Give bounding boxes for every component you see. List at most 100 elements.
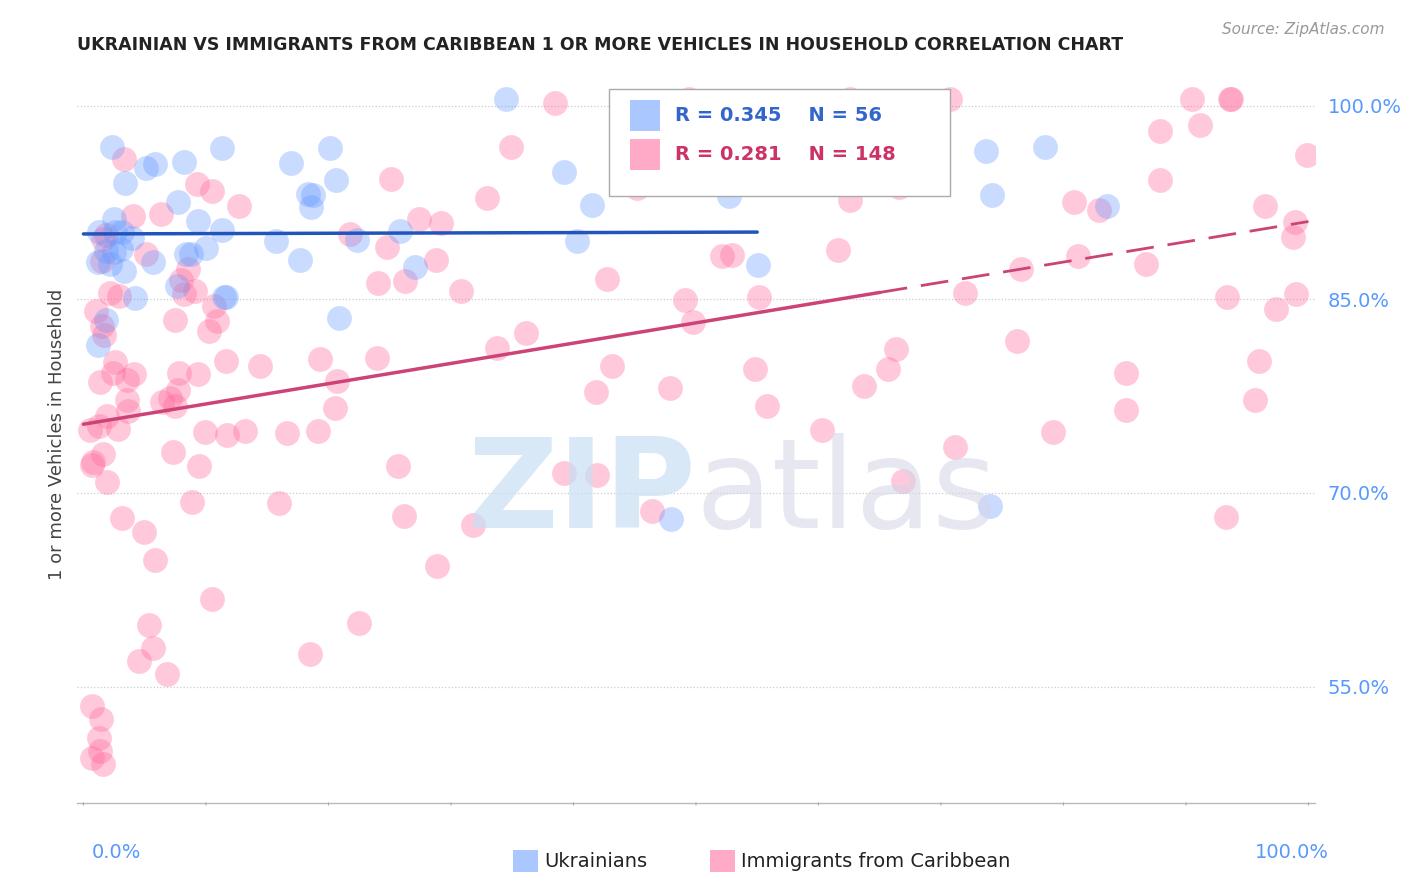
Point <box>553 467 575 481</box>
Point <box>267 496 290 510</box>
Point <box>748 290 770 304</box>
Point <box>173 286 195 301</box>
Point <box>408 212 430 227</box>
Point <box>1066 249 1088 263</box>
Point <box>124 291 146 305</box>
Point <box>84 304 107 318</box>
Point <box>1282 230 1305 244</box>
Point <box>346 233 368 247</box>
Point <box>87 338 110 352</box>
Point <box>1010 261 1032 276</box>
Point <box>104 225 127 239</box>
Point <box>430 215 453 229</box>
Point <box>877 362 900 376</box>
Point <box>96 228 118 243</box>
Point <box>581 198 603 212</box>
Point <box>787 126 810 140</box>
Point <box>955 286 977 301</box>
Point <box>839 193 862 207</box>
Point <box>515 326 537 341</box>
Point <box>1249 354 1271 368</box>
Point <box>215 353 238 368</box>
Text: R = 0.281    N = 148: R = 0.281 N = 148 <box>675 145 896 164</box>
Point <box>328 310 350 325</box>
FancyBboxPatch shape <box>609 89 949 195</box>
Bar <box>630 100 659 131</box>
Point <box>288 252 311 267</box>
Point <box>194 425 217 439</box>
Point <box>201 184 224 198</box>
Point <box>165 312 187 326</box>
Point <box>207 314 229 328</box>
Point <box>394 274 416 288</box>
Point <box>387 458 409 473</box>
Point <box>128 654 150 668</box>
Point <box>1264 301 1286 316</box>
Point <box>392 508 415 523</box>
Point <box>155 666 177 681</box>
Point <box>893 474 915 488</box>
Point <box>280 156 302 170</box>
Point <box>121 231 143 245</box>
Point <box>90 318 112 333</box>
Point <box>112 152 135 166</box>
Point <box>495 92 517 106</box>
Point <box>162 445 184 459</box>
Point <box>475 191 498 205</box>
Point <box>98 258 121 272</box>
Point <box>101 139 124 153</box>
Point <box>981 188 1004 202</box>
Point <box>710 248 733 262</box>
Point <box>93 328 115 343</box>
Point <box>180 247 202 261</box>
Point <box>163 399 186 413</box>
Point <box>666 145 689 160</box>
Point <box>450 285 472 299</box>
Point <box>122 368 145 382</box>
Point <box>167 366 190 380</box>
Point <box>839 92 862 106</box>
Point <box>115 373 138 387</box>
Text: UKRAINIAN VS IMMIGRANTS FROM CARIBBEAN 1 OR MORE VEHICLES IN HOUSEHOLD CORRELATI: UKRAINIAN VS IMMIGRANTS FROM CARIBBEAN 1… <box>77 37 1123 54</box>
Point <box>309 351 332 366</box>
Point <box>100 285 122 300</box>
Point <box>91 254 114 268</box>
Point <box>80 750 103 764</box>
Point <box>298 647 321 661</box>
Point <box>91 757 114 772</box>
Point <box>1215 509 1237 524</box>
Point <box>201 591 224 606</box>
Point <box>87 255 110 269</box>
Text: R = 0.345    N = 56: R = 0.345 N = 56 <box>675 106 882 125</box>
Point <box>107 422 129 436</box>
Point <box>319 141 342 155</box>
Point <box>170 273 193 287</box>
Point <box>938 92 960 106</box>
Point <box>1220 92 1243 106</box>
Point <box>682 315 704 329</box>
Point <box>827 243 849 257</box>
Point <box>176 262 198 277</box>
Point <box>180 495 202 509</box>
Point <box>134 161 156 175</box>
Point <box>1219 92 1241 106</box>
Bar <box>630 139 659 170</box>
Point <box>110 243 132 257</box>
Point <box>111 511 134 525</box>
Point <box>187 368 209 382</box>
Text: atlas: atlas <box>696 434 998 554</box>
Point <box>82 455 104 469</box>
Y-axis label: 1 or more Vehicles in Household: 1 or more Vehicles in Household <box>48 289 66 581</box>
Point <box>228 199 250 213</box>
Point <box>184 284 207 298</box>
Point <box>600 359 623 373</box>
Point <box>94 313 117 327</box>
Point <box>89 744 111 758</box>
Point <box>114 176 136 190</box>
Point <box>641 164 664 178</box>
Point <box>1149 124 1171 138</box>
Point <box>233 424 256 438</box>
Point <box>166 278 188 293</box>
Point <box>197 324 219 338</box>
Point <box>1035 140 1057 154</box>
